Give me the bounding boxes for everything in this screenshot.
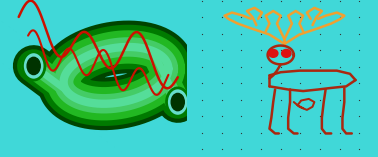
Ellipse shape [167, 88, 189, 116]
Circle shape [268, 49, 278, 57]
Circle shape [282, 49, 291, 57]
Ellipse shape [27, 57, 40, 75]
Ellipse shape [22, 52, 45, 80]
Ellipse shape [171, 93, 184, 111]
